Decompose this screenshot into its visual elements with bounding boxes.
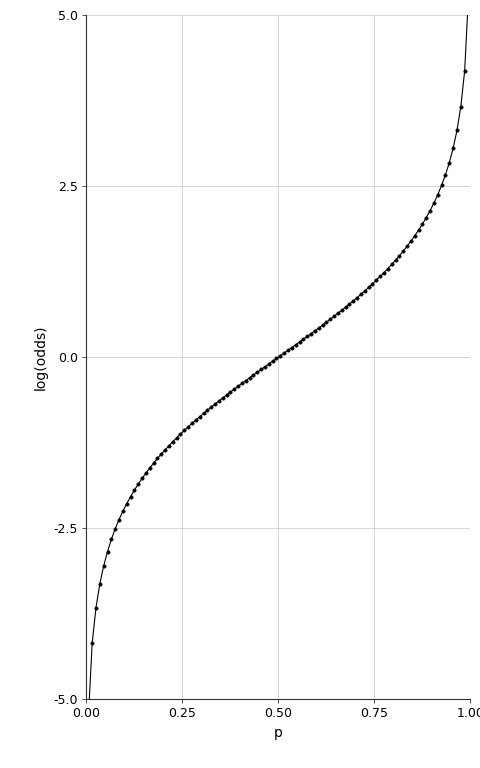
X-axis label: p: p — [274, 726, 283, 740]
Y-axis label: log(odds): log(odds) — [34, 324, 48, 390]
